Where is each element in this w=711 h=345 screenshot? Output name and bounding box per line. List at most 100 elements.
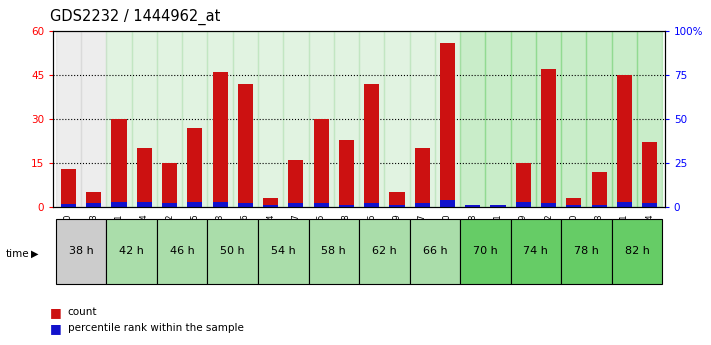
Bar — [137, 202, 152, 207]
Bar — [314, 204, 328, 207]
Bar — [208, 31, 232, 207]
Text: ■: ■ — [50, 322, 62, 335]
Bar — [491, 205, 506, 207]
Text: GDS2232 / 1444962_at: GDS2232 / 1444962_at — [50, 9, 220, 25]
FancyBboxPatch shape — [157, 219, 208, 284]
Bar — [137, 148, 152, 207]
Bar — [510, 31, 536, 207]
Bar — [258, 31, 283, 207]
Bar — [61, 169, 76, 207]
Bar — [86, 193, 102, 207]
Text: count: count — [68, 307, 97, 317]
Bar — [237, 204, 253, 207]
Bar — [592, 205, 606, 207]
Text: 54 h: 54 h — [271, 246, 296, 256]
Bar — [339, 139, 354, 207]
Bar — [536, 31, 561, 207]
Bar — [107, 31, 132, 207]
Bar — [112, 119, 127, 207]
Bar — [592, 172, 606, 207]
Bar — [390, 193, 405, 207]
Bar — [81, 31, 107, 207]
FancyBboxPatch shape — [309, 219, 359, 284]
Bar — [642, 204, 657, 207]
Bar — [56, 31, 81, 207]
Text: percentile rank within the sample: percentile rank within the sample — [68, 324, 243, 333]
FancyBboxPatch shape — [208, 219, 258, 284]
Bar — [435, 31, 460, 207]
Bar — [415, 204, 430, 207]
Bar — [587, 31, 611, 207]
Bar — [86, 204, 102, 207]
Bar — [61, 204, 76, 207]
Bar — [415, 148, 430, 207]
Text: time: time — [6, 249, 29, 258]
Bar — [263, 198, 278, 207]
Bar — [616, 202, 632, 207]
Bar — [333, 31, 359, 207]
Bar — [566, 205, 582, 207]
Bar — [187, 202, 203, 207]
Bar — [616, 75, 632, 207]
Bar — [515, 202, 531, 207]
Text: ▶: ▶ — [31, 249, 38, 258]
Bar — [162, 163, 177, 207]
Text: 46 h: 46 h — [170, 246, 195, 256]
Bar — [112, 202, 127, 207]
Bar — [460, 31, 486, 207]
Text: 78 h: 78 h — [574, 246, 599, 256]
Bar — [162, 204, 177, 207]
Bar — [440, 43, 455, 207]
Bar — [541, 204, 556, 207]
Bar — [237, 84, 253, 207]
Text: 82 h: 82 h — [624, 246, 649, 256]
Bar — [364, 204, 379, 207]
Bar — [339, 205, 354, 207]
Bar — [410, 31, 435, 207]
Bar — [157, 31, 182, 207]
FancyBboxPatch shape — [611, 219, 662, 284]
Bar — [566, 198, 582, 207]
Bar — [232, 31, 258, 207]
FancyBboxPatch shape — [258, 219, 309, 284]
Text: 74 h: 74 h — [523, 246, 548, 256]
Bar — [314, 119, 328, 207]
Bar — [288, 204, 304, 207]
Bar — [561, 31, 587, 207]
Text: 50 h: 50 h — [220, 246, 245, 256]
Bar — [385, 31, 410, 207]
Bar — [283, 31, 309, 207]
Text: 58 h: 58 h — [321, 246, 346, 256]
Text: 70 h: 70 h — [473, 246, 498, 256]
Bar — [187, 128, 203, 207]
Bar — [182, 31, 208, 207]
Bar — [541, 69, 556, 207]
Bar — [642, 142, 657, 207]
FancyBboxPatch shape — [561, 219, 611, 284]
FancyBboxPatch shape — [107, 219, 157, 284]
Text: 42 h: 42 h — [119, 246, 144, 256]
Bar — [611, 31, 637, 207]
FancyBboxPatch shape — [359, 219, 410, 284]
Bar — [390, 205, 405, 207]
Text: 66 h: 66 h — [422, 246, 447, 256]
Bar — [213, 72, 228, 207]
Bar — [486, 31, 510, 207]
Bar — [359, 31, 385, 207]
Bar — [637, 31, 662, 207]
Bar — [465, 205, 481, 207]
Bar — [440, 200, 455, 207]
Text: 62 h: 62 h — [372, 246, 397, 256]
Bar — [288, 160, 304, 207]
Bar — [263, 205, 278, 207]
Text: 38 h: 38 h — [69, 246, 93, 256]
FancyBboxPatch shape — [56, 219, 107, 284]
Bar — [132, 31, 157, 207]
FancyBboxPatch shape — [510, 219, 561, 284]
Bar — [364, 84, 379, 207]
FancyBboxPatch shape — [460, 219, 510, 284]
FancyBboxPatch shape — [410, 219, 460, 284]
Text: ■: ■ — [50, 306, 62, 319]
Bar — [213, 202, 228, 207]
Bar — [309, 31, 333, 207]
